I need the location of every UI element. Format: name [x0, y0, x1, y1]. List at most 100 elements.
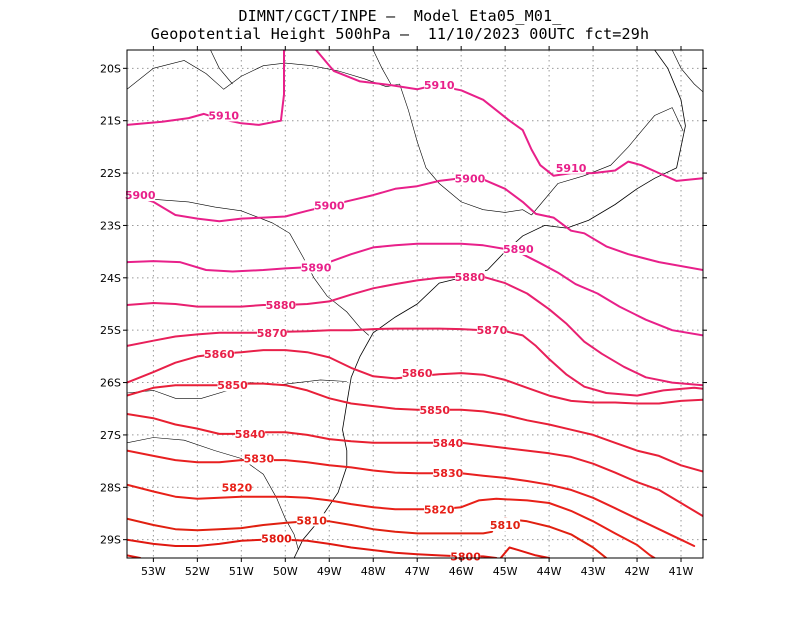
title-line-1: DIMNT/CGCT/INPE – Model Eta05_M01_ [238, 7, 562, 25]
lat-tick-label: 27S [100, 429, 121, 442]
contour-label-5830: 5830 [433, 467, 464, 480]
lon-tick-label: 53W [141, 565, 166, 578]
contour-label-bg [204, 346, 235, 360]
contour-label-5840: 5840 [433, 437, 464, 450]
contour-label-5820: 5820 [222, 481, 253, 494]
lat-tick-label: 29S [100, 534, 121, 547]
contour-label-bg [503, 242, 534, 256]
contour-5810 [127, 517, 608, 558]
contour-label-5910: 5910 [208, 109, 239, 122]
contour-label-5910: 5910 [556, 162, 587, 175]
contour-label-bg [450, 549, 481, 563]
contour-label-5900: 5900 [314, 200, 345, 213]
contour-label-bg [296, 513, 327, 527]
state-border [372, 50, 392, 85]
contour-label-bg [208, 108, 239, 122]
lat-tick-label: 26S [100, 377, 121, 390]
lon-tick-label: 45W [493, 565, 518, 578]
lon-tick-label: 44W [537, 565, 562, 578]
contour-5900 [127, 177, 703, 271]
state-border [399, 83, 532, 216]
contour-label-bg [490, 518, 521, 532]
title-line-2: Geopotential Height 500hPa – 11/10/2023 … [150, 25, 650, 43]
contour-5820 [127, 483, 656, 558]
contour-label-5870: 5870 [477, 324, 508, 337]
contour-label-5820: 5820 [424, 503, 455, 516]
contour-label-bg [432, 466, 463, 480]
lon-tick-label: 47W [405, 565, 430, 578]
contour-label-bg [402, 366, 433, 380]
contour-5880 [127, 275, 703, 387]
lat-tick-label: 20S [100, 62, 121, 75]
state-border [127, 437, 299, 551]
contour-label-5870: 5870 [257, 327, 288, 340]
lat-tick-label: 25S [100, 324, 121, 337]
lat-tick-label: 24S [100, 272, 121, 285]
contour-label-bg [221, 480, 252, 494]
contour-label-5800: 5800 [261, 533, 292, 546]
contour-5870 [127, 327, 703, 397]
contour-label-bg [217, 378, 248, 392]
contour-label-bg [424, 502, 455, 516]
contour-label-5850: 5850 [419, 404, 450, 417]
contour-label-bg [235, 426, 266, 440]
contour-label-5840: 5840 [235, 428, 266, 441]
contour-label-5830: 5830 [244, 452, 275, 465]
contour-lines [127, 50, 703, 558]
lat-tick-label: 21S [100, 115, 121, 128]
contour-label-5810: 5810 [296, 514, 327, 527]
contour-label-5900: 5900 [125, 189, 156, 202]
contour-label-bg [476, 323, 507, 337]
lon-tick-label: 50W [273, 565, 298, 578]
contour-label-bg [424, 78, 455, 92]
contour-label-bg [419, 402, 450, 416]
contour-label-bg [261, 531, 292, 545]
contour-label-bg [265, 298, 296, 312]
coastline [293, 50, 686, 558]
contour-label-5850: 5850 [217, 379, 248, 392]
contour-label-bg [432, 435, 463, 449]
state-border [127, 196, 369, 336]
contour-label-5800: 5800 [450, 550, 481, 563]
contour-label-5810: 5810 [490, 519, 521, 532]
contour-label-bg [556, 160, 587, 174]
contour-label-bg [125, 188, 156, 202]
lon-tick-label: 41W [669, 565, 694, 578]
contour-label-bg [243, 451, 274, 465]
contour-label-5890: 5890 [301, 261, 332, 274]
state-border [210, 50, 233, 85]
contour-5910 [315, 50, 703, 182]
contour-label-5890: 5890 [503, 243, 534, 256]
contour-5890 [127, 242, 703, 337]
state-border [671, 50, 703, 93]
contour-5850 [127, 382, 703, 473]
lat-tick-label: 23S [100, 219, 121, 232]
axis-ticks: 53W 52W 51W 50W 49W 48W 47W 46W 45W 44W 43W 42W 41W 2… [100, 46, 707, 578]
lat-tick-label: 22S [100, 167, 121, 180]
contour-5800 [127, 538, 498, 558]
lon-tick-label: 43W [581, 565, 606, 578]
lon-tick-label: 48W [361, 565, 386, 578]
contour-label-bg [257, 325, 288, 339]
plot-frame [126, 49, 704, 559]
contour-label-5900: 5900 [455, 172, 486, 185]
contour-labels: 5910 5910 5910 5900 5900 5900 5890 5890 5880 5880… [125, 78, 587, 563]
lat-tick-label: 28S [100, 481, 121, 494]
contour-label-5860: 5860 [402, 367, 433, 380]
contour-5910 [127, 50, 285, 126]
lon-tick-label: 52W [185, 565, 210, 578]
contour-label-5880: 5880 [266, 299, 297, 312]
contour-label-bg [301, 260, 332, 274]
contour-label-bg [454, 269, 485, 283]
lon-tick-label: 46W [449, 565, 474, 578]
contour-label-bg [454, 171, 485, 185]
lon-tick-label: 42W [625, 565, 650, 578]
contour-label-5910: 5910 [424, 79, 455, 92]
state-border [531, 107, 684, 216]
contour-5840 [127, 413, 703, 518]
lon-tick-label: 49W [317, 565, 342, 578]
contour-5800 [499, 546, 551, 558]
contour-label-5860: 5860 [204, 348, 235, 361]
lon-tick-label: 51W [229, 565, 254, 578]
